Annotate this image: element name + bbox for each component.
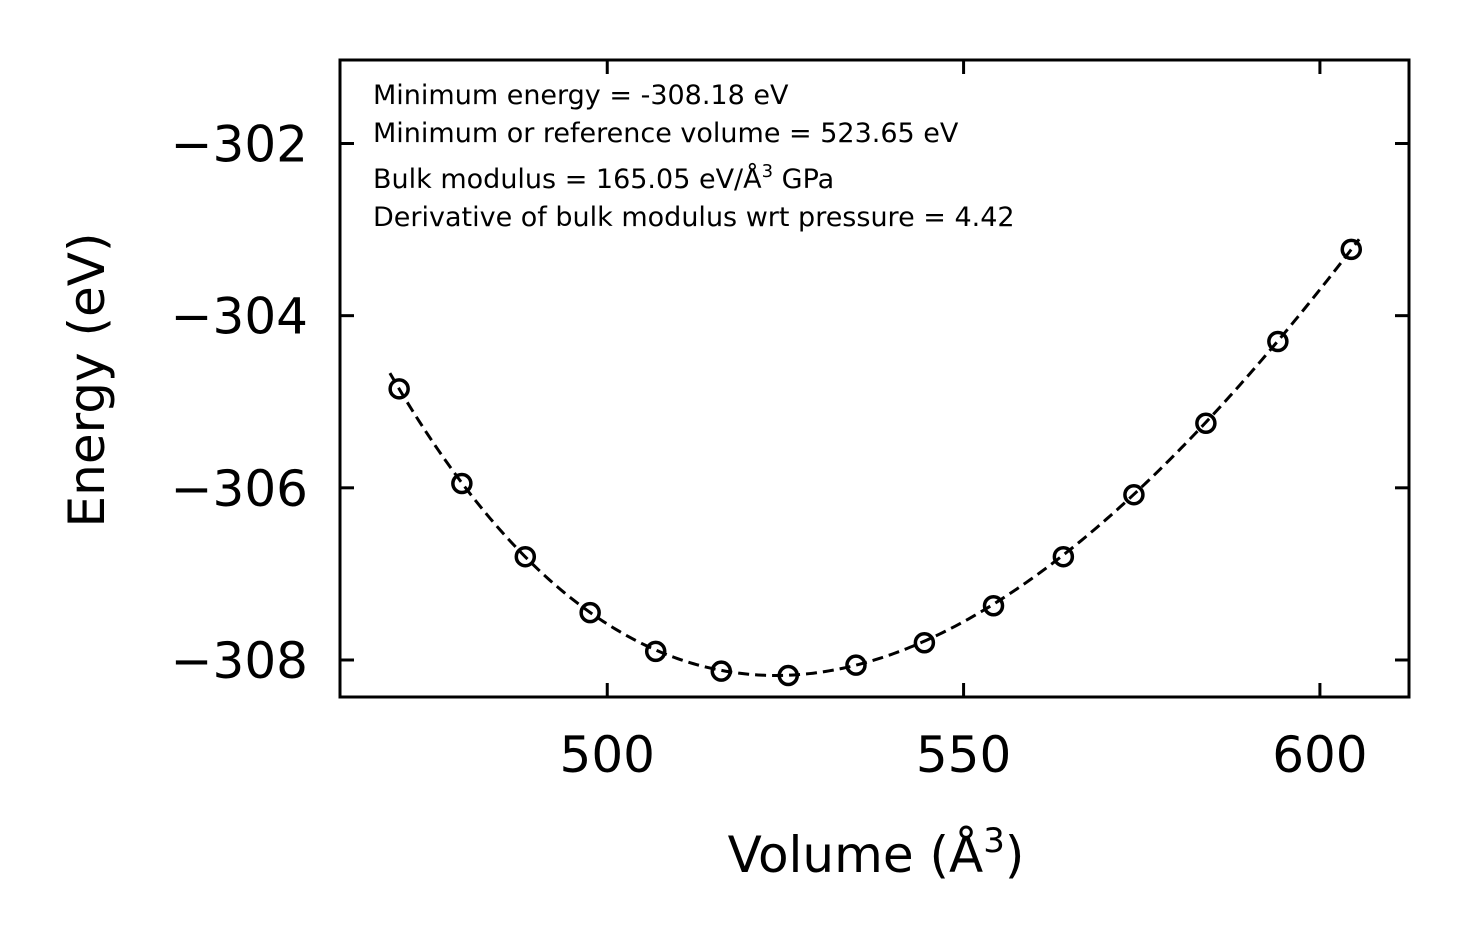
data-point: [982, 595, 1005, 617]
annotation-bulk-modulus: Bulk modulus = 165.05 eV/Å3 GPa: [373, 161, 834, 195]
fit-curve-layer: [388, 238, 1361, 677]
data-points-layer: [388, 238, 1363, 687]
annotation-ref-volume: Minimum or reference volume = 523.65 eV: [373, 118, 959, 149]
ticks-layer: 500 550 600 −308 −306 −304 −302: [171, 60, 1409, 784]
x-axis-label-suffix: ): [1005, 826, 1025, 884]
data-point: [1052, 545, 1075, 568]
x-axis-label-sup: 3: [983, 821, 1005, 861]
x-tick-label: 500: [560, 726, 655, 784]
annotation-bulk-derivative: Derivative of bulk modulus wrt pressure …: [373, 202, 1015, 233]
data-point: [451, 472, 473, 495]
data-point: [388, 378, 410, 400]
data-point: [913, 632, 936, 654]
annotation-bulk-modulus-text: Bulk modulus = 165.05 eV/Å: [373, 163, 762, 195]
annotation-min-energy: Minimum energy = -308.18 eV: [373, 80, 789, 111]
y-tick-label: −308: [171, 632, 308, 690]
data-point: [579, 601, 601, 624]
data-point: [644, 640, 667, 663]
data-point: [1195, 412, 1217, 435]
x-tick-label: 550: [916, 726, 1011, 784]
data-point: [1340, 238, 1363, 261]
x-tick-label: 600: [1272, 726, 1367, 784]
plot-frame: [338, 58, 1411, 699]
fit-curve-line: [388, 238, 1361, 677]
data-point: [1123, 483, 1145, 506]
annotation-block: Minimum energy = -308.18 eV Minimum or r…: [373, 80, 1015, 233]
y-tick-label: −304: [171, 288, 308, 346]
annotation-bulk-modulus-sup: 3: [762, 161, 773, 182]
data-point: [777, 664, 800, 687]
y-axis-label: Energy (eV): [58, 233, 116, 528]
data-point: [845, 654, 867, 676]
data-point: [1267, 330, 1289, 353]
y-tick-label: −306: [171, 460, 308, 518]
x-axis-label: Volume (Å3): [728, 821, 1025, 884]
y-tick-label: −302: [171, 115, 308, 173]
x-axis-label-text: Volume (Å: [728, 826, 984, 884]
data-point: [710, 660, 733, 682]
annotation-bulk-modulus-suffix: GPa: [773, 164, 834, 195]
data-point: [514, 545, 537, 568]
